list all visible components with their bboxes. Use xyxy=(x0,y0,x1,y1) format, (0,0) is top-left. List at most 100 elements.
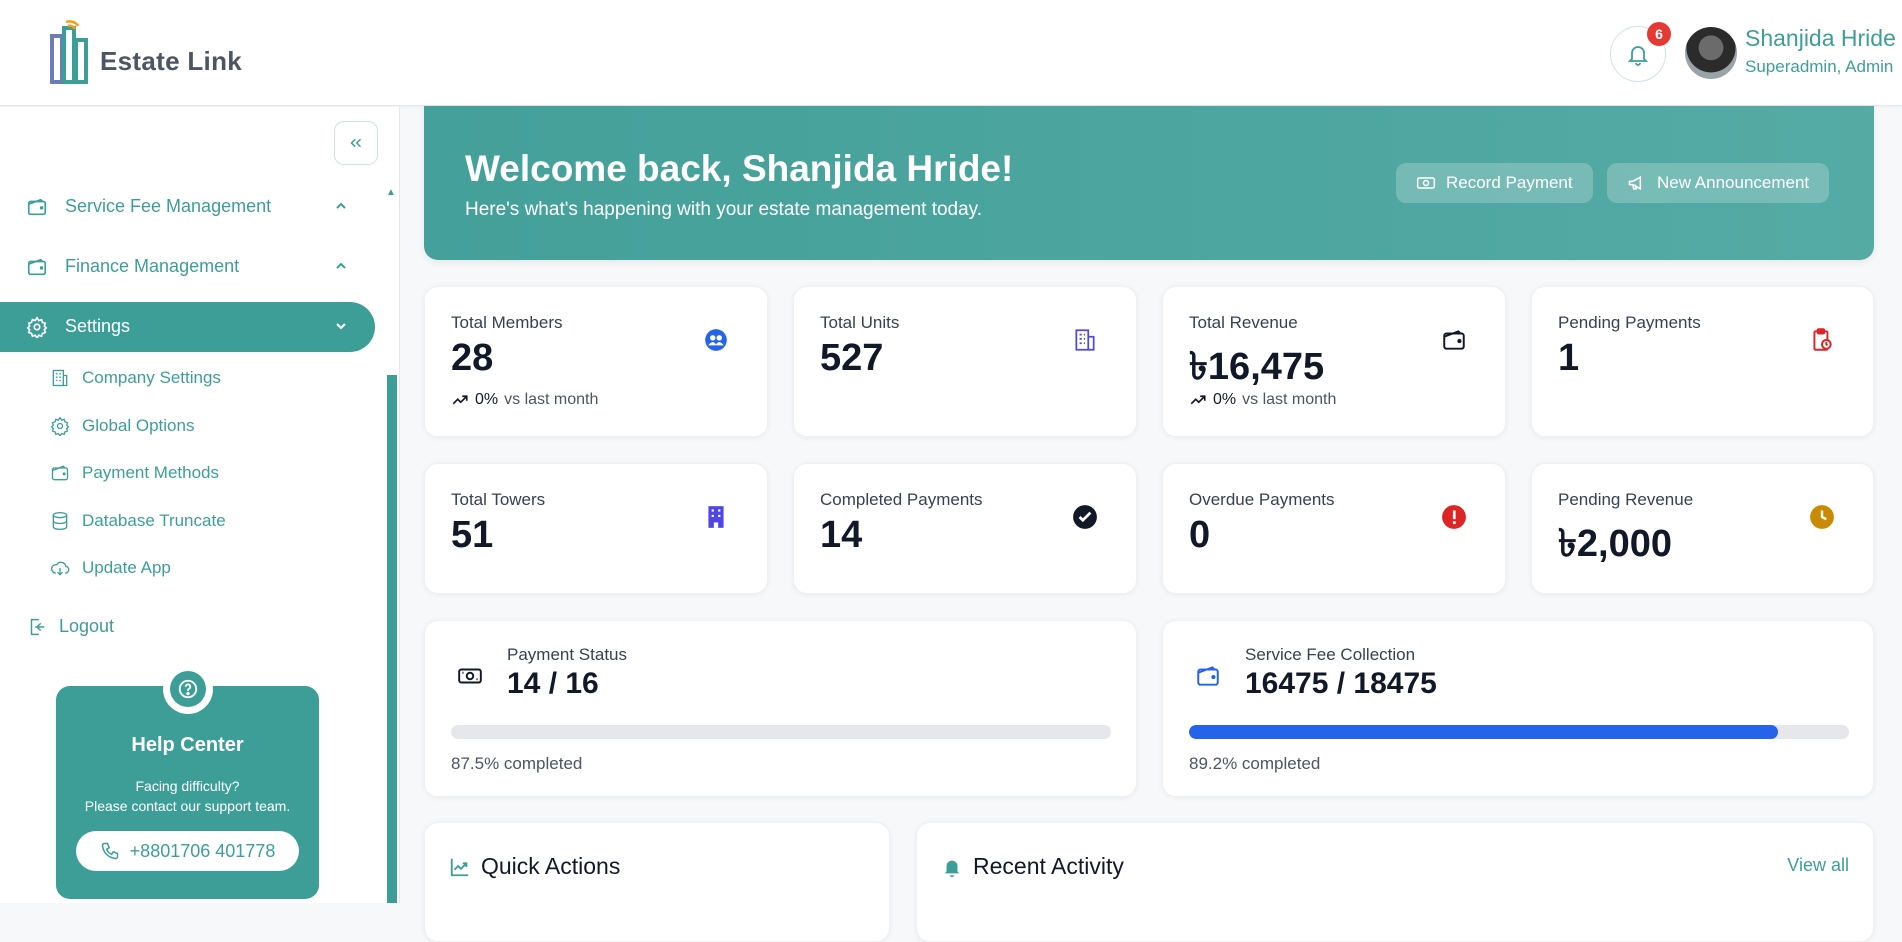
help-center-card: Help Center Facing difficulty? Please co… xyxy=(56,664,319,899)
cloud-icon xyxy=(51,561,70,576)
notifications-button[interactable]: 6 xyxy=(1610,22,1671,82)
stat-card-completed-payments[interactable]: Completed Payments 14 xyxy=(793,463,1137,594)
tower-icon xyxy=(708,506,724,528)
support-phone-button[interactable]: +8801706 401778 xyxy=(76,831,299,871)
stat-title: Total Members xyxy=(451,313,563,332)
progress-completed-text: 87.5% completed xyxy=(451,754,583,773)
database-icon xyxy=(52,511,68,531)
stat-value: 527 xyxy=(820,337,884,379)
stat-title: Pending Revenue xyxy=(1558,490,1694,509)
collapse-sidebar-button[interactable] xyxy=(334,121,378,165)
quick-actions-card: Quick Actions xyxy=(424,822,890,942)
payment-status-card: Payment Status 14 / 16 87.5% completed xyxy=(424,620,1137,797)
help-text-line-1: Facing difficulty? xyxy=(135,778,240,794)
wallet-icon xyxy=(27,198,47,216)
sidebar-item-finance-management[interactable]: Finance Management xyxy=(0,242,375,292)
scroll-up-arrow[interactable]: ▲ xyxy=(386,187,396,198)
check-circle-icon xyxy=(1073,505,1097,529)
stat-card-total-revenue[interactable]: Total Revenue ৳16,475 0% vs last month xyxy=(1162,286,1506,437)
building-icon xyxy=(52,369,68,387)
stat-card-pending-revenue[interactable]: Pending Revenue ৳2,000 xyxy=(1531,463,1874,594)
stat-value: 0 xyxy=(1189,514,1211,556)
stat-value: 51 xyxy=(451,514,494,556)
sidebar-subitem-label: Company Settings xyxy=(82,368,221,387)
chevron-down-icon xyxy=(336,323,346,330)
cash-icon xyxy=(458,668,482,684)
sidebar-subitem-company-settings[interactable]: Company Settings xyxy=(0,358,375,398)
stat-value: ৳2,000 xyxy=(1558,523,1673,565)
stat-value: ৳16,475 xyxy=(1189,346,1325,388)
trending-up-icon xyxy=(452,395,468,405)
stat-title: Total Units xyxy=(820,313,900,332)
trend-text: vs last month xyxy=(1242,391,1337,408)
stat-value: 14 xyxy=(820,514,863,556)
sidebar-subitem-update-app[interactable]: Update App xyxy=(0,548,375,588)
progress-value: 16475 / 18475 xyxy=(1245,667,1437,700)
new-announcement-label: New Announcement xyxy=(1657,173,1810,192)
progress-value: 14 / 16 xyxy=(507,667,599,700)
double-chevron-left-icon xyxy=(350,138,362,148)
top-bar: Estate Link 6 Shanjida Hride Superadmin,… xyxy=(0,0,1902,106)
stat-title: Overdue Payments xyxy=(1189,490,1335,509)
stat-title: Completed Payments xyxy=(820,490,983,509)
gear-icon xyxy=(26,316,48,338)
sidebar-item-label: Finance Management xyxy=(65,256,240,276)
notification-badge: 6 xyxy=(1647,22,1671,46)
wallet-icon xyxy=(27,258,47,276)
welcome-heading: Welcome back, Shanjida Hride! xyxy=(465,148,1014,189)
sidebar-item-label: Service Fee Management xyxy=(65,196,272,216)
trending-up-icon xyxy=(1190,395,1206,405)
logout-link[interactable]: Logout xyxy=(0,602,375,652)
chevron-up-icon xyxy=(336,202,346,209)
logout-label: Logout xyxy=(59,616,115,636)
progress-track xyxy=(451,725,1111,739)
stat-card-total-members[interactable]: Total Members 28 0% vs last month xyxy=(424,286,768,437)
stat-card-total-units[interactable]: Total Units 527 xyxy=(793,286,1137,437)
sidebar-item-settings[interactable]: Settings xyxy=(0,302,375,352)
record-payment-label: Record Payment xyxy=(1446,173,1573,192)
stat-value: 1 xyxy=(1558,337,1580,379)
trend-text: vs last month xyxy=(504,391,599,408)
building-icon xyxy=(1075,329,1095,351)
stat-value: 28 xyxy=(451,337,494,379)
service-fee-collection-card: Service Fee Collection 16475 / 18475 89.… xyxy=(1162,620,1874,797)
sidebar-subitem-database-truncate[interactable]: Database Truncate xyxy=(0,501,375,541)
stat-card-pending-payments[interactable]: Pending Payments 1 xyxy=(1531,286,1874,437)
sidebar-subitem-payment-methods[interactable]: Payment Methods xyxy=(0,453,375,493)
quick-actions-label: Quick Actions xyxy=(481,853,621,879)
record-payment-button[interactable]: Record Payment xyxy=(1396,163,1593,203)
progress-track xyxy=(1189,725,1849,739)
support-phone-number: +8801706 401778 xyxy=(129,840,276,861)
wallet-icon xyxy=(1197,666,1219,686)
recent-activity-title: Recent Activity xyxy=(941,853,1124,880)
wallet-icon xyxy=(51,465,69,481)
welcome-banner: Welcome back, Shanjida Hride! Here's wha… xyxy=(424,106,1874,260)
view-all-link[interactable]: View all xyxy=(1787,855,1849,875)
sidebar-subitem-global-options[interactable]: Global Options xyxy=(0,406,375,446)
bell-icon xyxy=(1627,46,1649,66)
new-announcement-button[interactable]: New Announcement xyxy=(1607,163,1830,203)
recent-activity-label: Recent Activity xyxy=(973,853,1124,879)
sidebar: ▲ Service Fee Management Finance Managem… xyxy=(0,107,400,903)
user-name[interactable]: Shanjida Hride xyxy=(1745,25,1896,51)
cash-icon xyxy=(1416,177,1436,189)
sidebar-item-service-fee-management[interactable]: Service Fee Management xyxy=(0,182,375,232)
quick-actions-title: Quick Actions xyxy=(449,853,620,880)
trend-value: 0% xyxy=(475,391,499,408)
sidebar-item-label: Settings xyxy=(65,316,131,336)
stat-card-total-towers[interactable]: Total Towers 51 xyxy=(424,463,768,594)
sidebar-subitem-label: Global Options xyxy=(82,416,195,435)
clock-icon xyxy=(1810,505,1834,529)
stat-title: Pending Payments xyxy=(1558,313,1701,332)
avatar[interactable] xyxy=(1685,27,1737,79)
app-logo[interactable]: Estate Link xyxy=(48,20,242,84)
users-icon xyxy=(705,329,727,351)
sidebar-scrollbar[interactable] xyxy=(387,375,397,903)
progress-fill xyxy=(1189,725,1778,739)
sidebar-subitem-label: Payment Methods xyxy=(82,463,220,482)
stat-card-overdue-payments[interactable]: Overdue Payments 0 xyxy=(1162,463,1506,594)
stat-trend: 0% vs last month xyxy=(451,391,598,409)
logo-icon xyxy=(50,20,88,84)
bell-icon xyxy=(944,860,960,877)
gear-icon xyxy=(50,416,70,436)
